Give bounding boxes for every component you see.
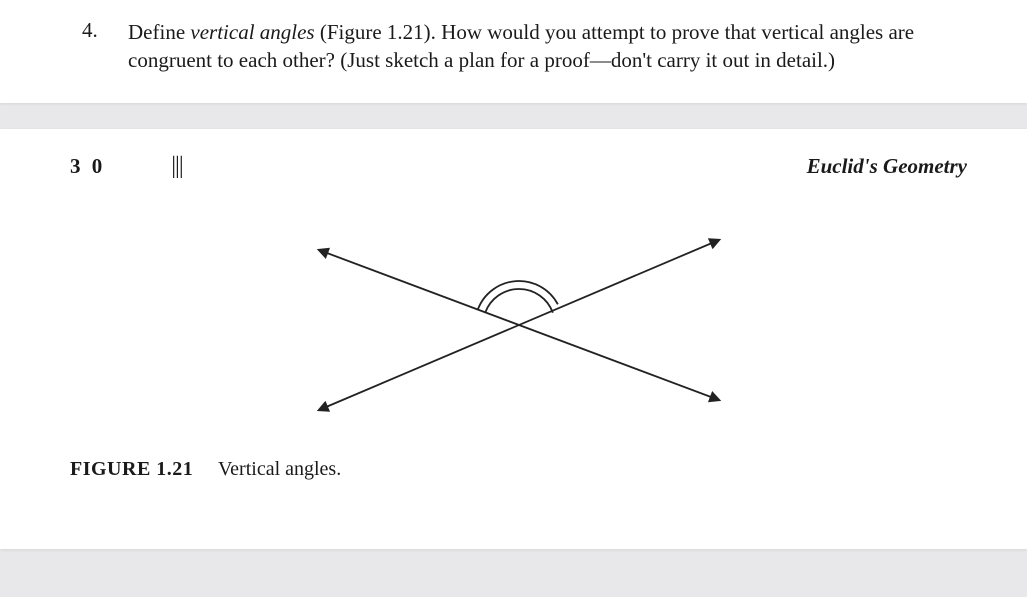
- problem-number: 4.: [82, 18, 98, 43]
- problem-text: Define vertical angles (Figure 1.21). Ho…: [128, 18, 947, 75]
- figure-caption-text: Vertical angles.: [218, 458, 341, 480]
- page-tally: |||: [171, 153, 182, 180]
- figure-panel: 3 0 ||| Euclid's Geometry FIGURE 1.21 Ve…: [0, 129, 1027, 549]
- chapter-title: Euclid's Geometry: [807, 154, 967, 179]
- problem-italic: vertical angles: [190, 20, 314, 44]
- figure-caption: FIGURE 1.21 Vertical angles.: [70, 458, 967, 481]
- panel-gap: [0, 103, 1027, 129]
- page-header-row: 3 0 ||| Euclid's Geometry: [70, 153, 967, 180]
- problem-panel: 4. Define vertical angles (Figure 1.21).…: [0, 0, 1027, 103]
- page-number: 3 0: [70, 154, 105, 179]
- figure-wrap: [70, 200, 967, 450]
- figure-label: FIGURE 1.21: [70, 458, 193, 480]
- page-header-left: 3 0 |||: [70, 153, 183, 180]
- vertical-angles-diagram: [259, 200, 779, 450]
- problem-pre: Define: [128, 20, 190, 44]
